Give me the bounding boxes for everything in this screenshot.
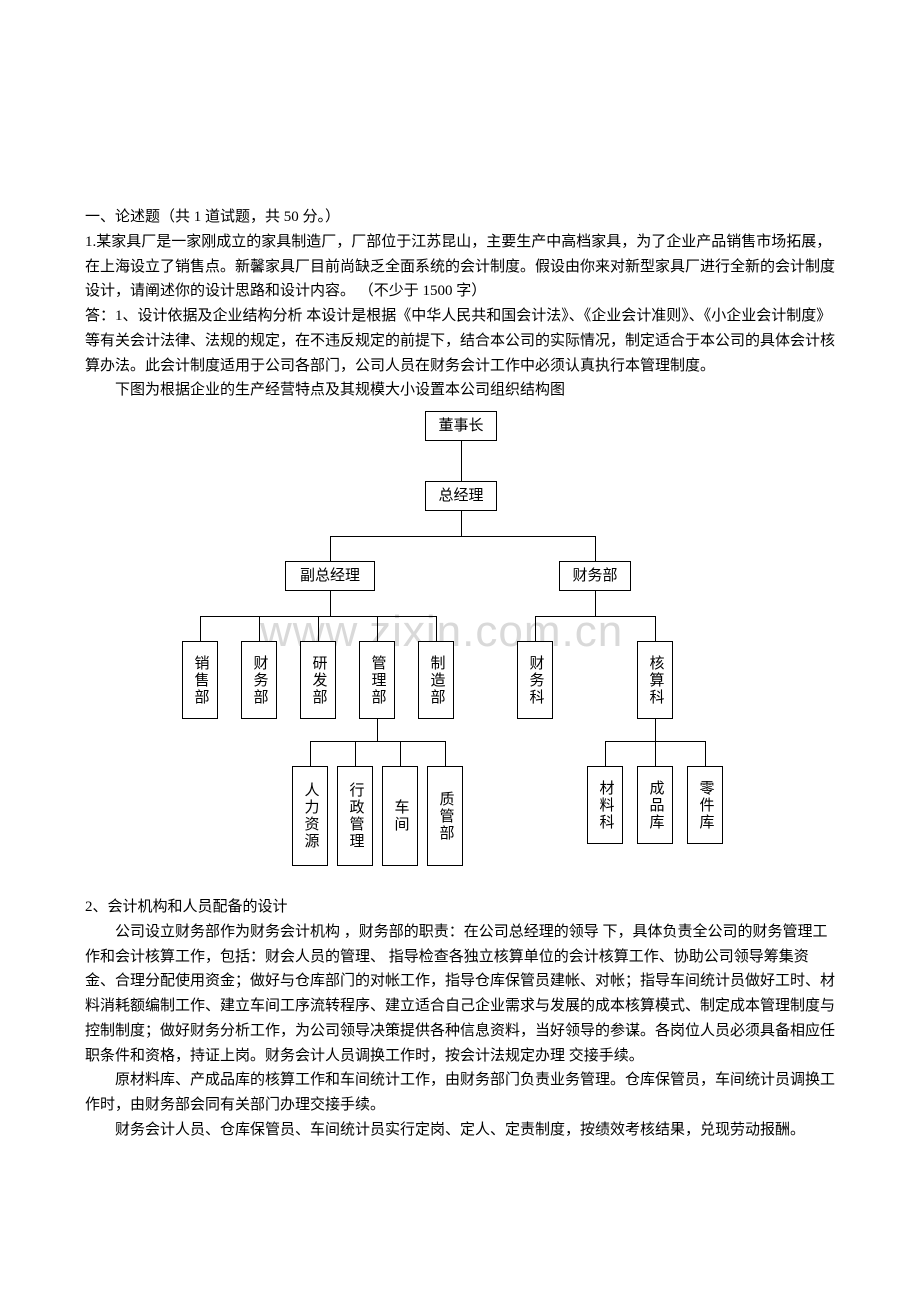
connector xyxy=(461,511,462,536)
connector xyxy=(318,616,319,641)
connector xyxy=(200,616,201,641)
connector xyxy=(259,616,260,641)
node-material: 材料科 xyxy=(587,766,623,844)
connector xyxy=(461,441,462,481)
connector xyxy=(655,741,656,766)
node-parts: 零件库 xyxy=(687,766,723,844)
chart-intro: 下图为根据企业的生产经营特点及其规模大小设置本公司组织结构图 xyxy=(85,378,835,403)
node-fin-sec: 财务科 xyxy=(517,641,553,719)
connector xyxy=(605,741,606,766)
node-qc: 质管部 xyxy=(427,766,463,866)
node-chairman: 董事长 xyxy=(425,411,497,441)
node-hr: 人力资源 xyxy=(292,766,328,866)
connector xyxy=(436,616,437,641)
connector xyxy=(355,741,356,766)
node-rd: 研发部 xyxy=(300,641,336,719)
connector xyxy=(310,741,445,742)
section-header: 一、论述题（共 1 道试题，共 50 分。） xyxy=(85,205,835,230)
node-finance-dept: 财务部 xyxy=(559,561,631,591)
connector xyxy=(595,536,596,561)
section2-title: 2、会计机构和人员配备的设计 xyxy=(85,895,835,920)
connector xyxy=(330,536,595,537)
connector xyxy=(655,616,656,641)
connector xyxy=(595,591,596,616)
node-dgm: 副总经理 xyxy=(285,561,375,591)
connector xyxy=(330,591,331,616)
question-text: 1.某家具厂是一家刚成立的家具制造厂，厂部位于江苏昆山，主要生产中高档家具，为了… xyxy=(85,230,835,304)
answer-para-1: 答：1、设计依据及企业结构分析 本设计是根据《中华人民共和国会计法》、《企业会计… xyxy=(85,304,835,378)
node-acc-sec: 核算科 xyxy=(637,641,673,719)
connector xyxy=(310,741,311,766)
node-mgmt: 管理部 xyxy=(359,641,395,719)
node-admin: 行政管理 xyxy=(337,766,373,866)
connector xyxy=(655,719,656,741)
section2-para2: 原材料库、产成品库的核算工作和车间统计工作，由财务部门负责业务管理。仓库保管员，… xyxy=(85,1068,835,1118)
connector xyxy=(535,616,536,641)
connector xyxy=(377,719,378,741)
node-gm: 总经理 xyxy=(425,481,497,511)
node-finance: 财务部 xyxy=(241,641,277,719)
node-mfg: 制造部 xyxy=(418,641,454,719)
section2-para3: 财务会计人员、仓库保管员、车间统计员实行定岗、定人、定责制度，按绩效考核结果，兑… xyxy=(85,1118,835,1143)
connector xyxy=(445,741,446,766)
org-chart: www.zixin.com.cn 董事长 总经理 副总经理 财务部 销售部 财务… xyxy=(135,411,785,891)
node-sales: 销售部 xyxy=(182,641,218,719)
node-workshop: 车间 xyxy=(382,766,418,866)
connector xyxy=(330,536,331,561)
node-product: 成品库 xyxy=(637,766,673,844)
connector xyxy=(705,741,706,766)
connector xyxy=(535,616,655,617)
connector xyxy=(400,741,401,766)
section2-para1: 公司设立财务部作为财务会计机构 ，财务部的职责：在公司总经理的领导 下，具体负责… xyxy=(85,920,835,1069)
connector xyxy=(377,616,378,641)
